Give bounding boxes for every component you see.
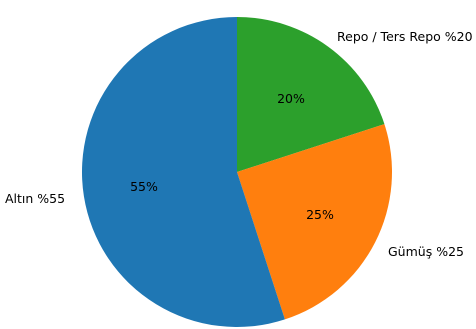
pct-label-repo: 20% <box>277 91 305 106</box>
pct-label-altin: 55% <box>130 179 158 194</box>
slice-label-gumus: Gümüş %25 <box>388 244 464 259</box>
pie-slice-2 <box>81 17 285 327</box>
slice-label-repo: Repo / Ters Repo %20 <box>337 29 473 44</box>
pie-slice-1 <box>237 124 392 320</box>
pie-slice-0 <box>237 17 385 172</box>
slice-label-altin: Altın %55 <box>5 191 65 206</box>
pct-label-gumus: 25% <box>306 207 334 222</box>
pie-slices <box>81 17 392 327</box>
